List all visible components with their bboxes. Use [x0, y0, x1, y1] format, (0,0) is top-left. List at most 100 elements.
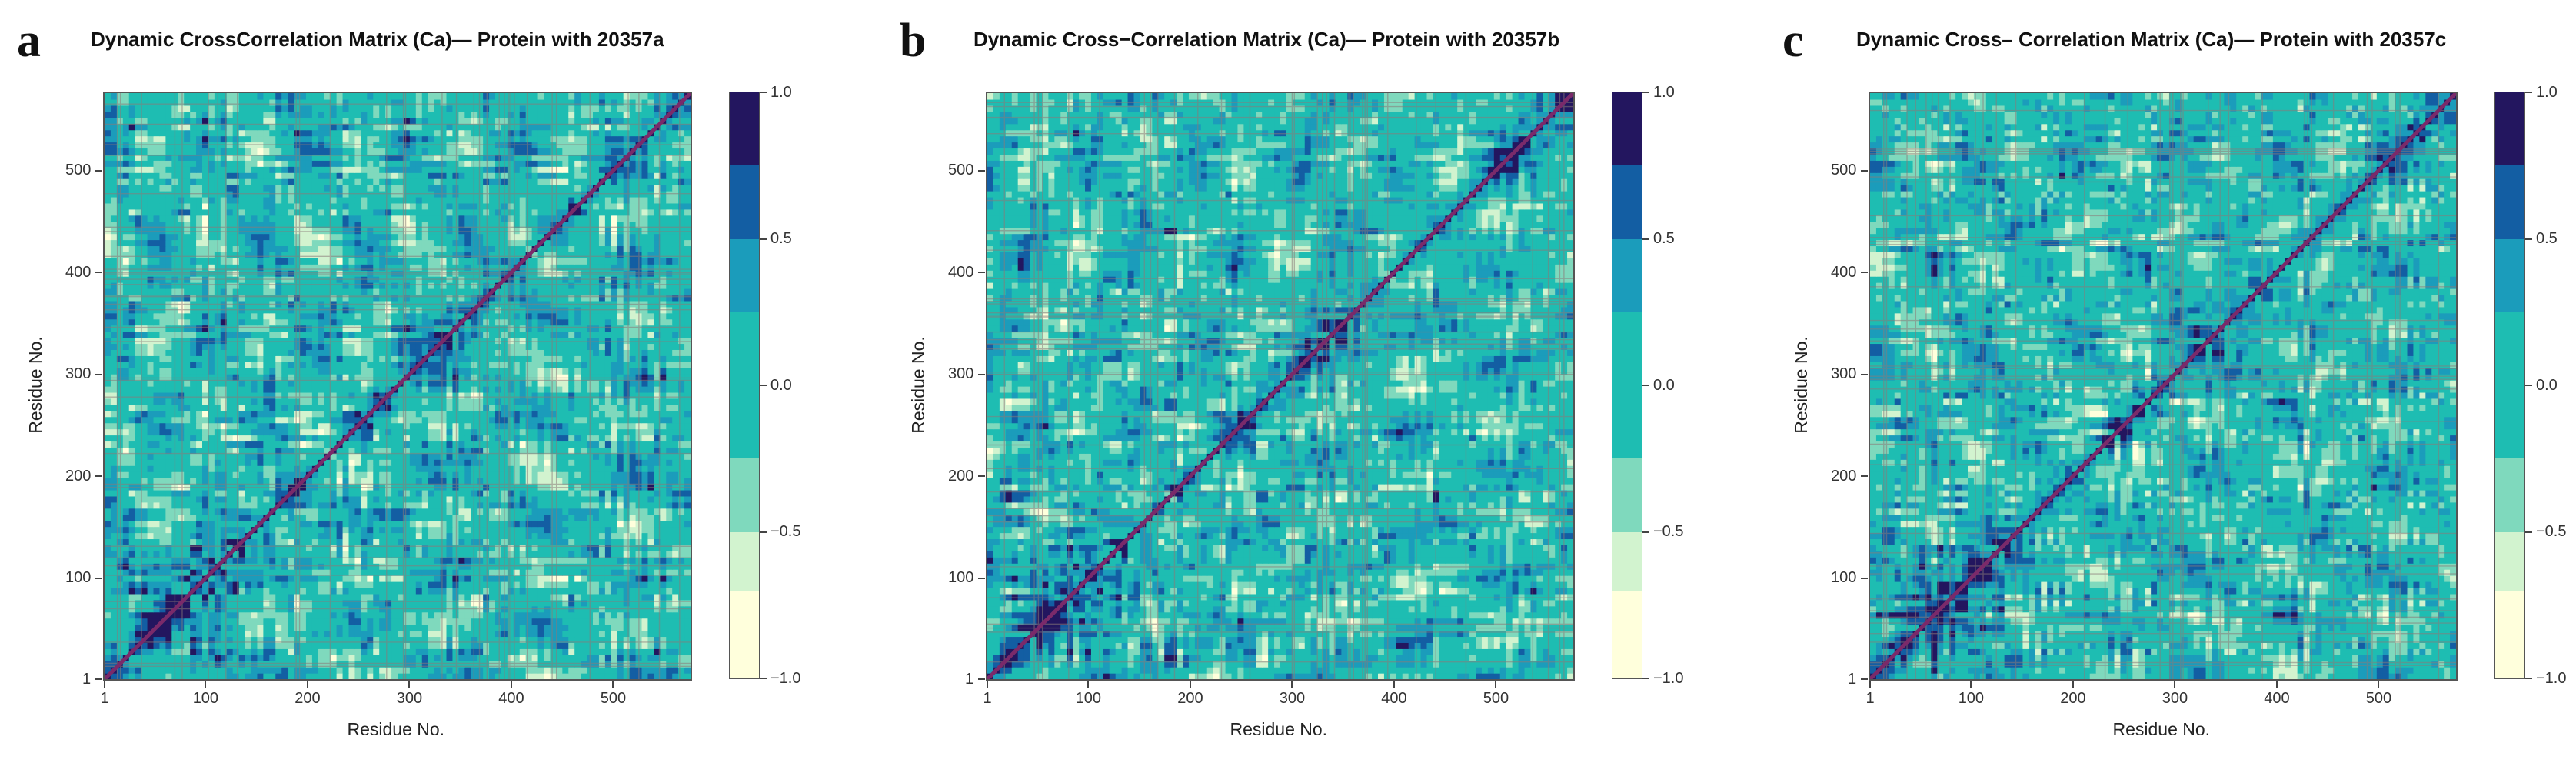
colorbar-tick-mark: [760, 385, 767, 386]
y-tick-label: 300: [948, 365, 973, 383]
colorbar-band: [1612, 590, 1642, 678]
y-tick-label: 100: [65, 569, 91, 587]
heatmap-svg: [105, 93, 691, 679]
x-tick-mark: [1291, 681, 1293, 688]
x-tick-mark: [2275, 681, 2278, 688]
x-tick-mark: [205, 681, 207, 688]
x-tick-label: 1: [983, 690, 992, 708]
x-tick-mark: [1189, 681, 1191, 688]
colorbar-tick-label: −0.5: [2536, 523, 2566, 541]
y-tick-label: 300: [1831, 365, 1856, 383]
x-tick-label: 400: [1381, 690, 1406, 708]
y-tick-mark: [978, 577, 985, 579]
colorbar-tick-label: −1.0: [2536, 670, 2566, 688]
x-tick-label: 500: [2366, 690, 2391, 708]
panel-c: c Dynamic Cross– Correlation Matrix (Ca)…: [1766, 0, 2576, 763]
x-tick-label: 400: [2264, 690, 2289, 708]
colorbar-tick-mark: [760, 531, 767, 533]
x-tick-mark: [1087, 681, 1090, 688]
panel-letter: c: [1782, 14, 1804, 68]
heatmap-area: [103, 92, 692, 681]
y-tick-mark: [978, 373, 985, 375]
colorbar-tick-mark: [1642, 92, 1649, 93]
x-tick-mark: [104, 681, 105, 688]
y-tick-label: 300: [65, 365, 91, 383]
colorbar-band: [1612, 312, 1642, 459]
colorbar-band: [2495, 531, 2524, 591]
y-tick-label: 1: [1848, 671, 1856, 688]
x-axis-label: Residue No.: [1230, 719, 1328, 740]
y-tick-mark: [978, 272, 985, 274]
colorbar-tick-mark: [760, 238, 767, 240]
y-tick-mark: [1861, 373, 1868, 375]
chart-title: Dynamic CrossCorrelation Matrix (Ca)— Pr…: [91, 28, 814, 52]
colorbar-tick-mark: [2525, 238, 2532, 240]
x-tick-mark: [2072, 681, 2074, 688]
x-tick-label: 200: [2060, 690, 2085, 708]
colorbar-band: [2495, 92, 2524, 166]
x-tick-label: 100: [1959, 690, 1984, 708]
chart-title: Dynamic Cross– Correlation Matrix (Ca)— …: [1856, 28, 2576, 52]
y-tick-label: 200: [1831, 468, 1856, 485]
panel-b: b Dynamic Cross−Correlation Matrix (Ca)—…: [883, 0, 1742, 763]
y-tick-label: 500: [65, 162, 91, 179]
colorbar: [729, 92, 760, 679]
y-tick-mark: [1861, 272, 1868, 274]
x-tick-mark: [1869, 681, 1871, 688]
y-tick-mark: [95, 373, 102, 375]
diagonal-line: [105, 93, 691, 679]
colorbar-tick-label: 0.5: [770, 230, 792, 248]
colorbar-tick-mark: [760, 678, 767, 679]
x-tick-label: 1: [101, 690, 109, 708]
x-tick-label: 300: [2162, 690, 2188, 708]
colorbar-tick-mark: [1642, 385, 1649, 386]
y-tick-mark: [95, 577, 102, 579]
colorbar: [2494, 92, 2525, 679]
x-axis-label: Residue No.: [348, 719, 445, 740]
y-tick-label: 200: [948, 468, 973, 485]
colorbar-tick-mark: [760, 92, 767, 93]
x-tick-label: 100: [1076, 690, 1101, 708]
colorbar-tick-label: 0.0: [770, 377, 792, 395]
colorbar: [1612, 92, 1642, 679]
colorbar-band: [730, 458, 759, 532]
colorbar-band: [2495, 238, 2524, 312]
colorbar-tick-label: 0.0: [2536, 377, 2558, 395]
y-tick-mark: [1861, 577, 1868, 579]
x-tick-label: 100: [193, 690, 218, 708]
y-tick-mark: [978, 169, 985, 172]
y-tick-label: 1: [965, 671, 973, 688]
panel-letter: a: [17, 14, 41, 68]
x-tick-mark: [510, 681, 512, 688]
colorbar-tick-label: −0.5: [1653, 523, 1683, 541]
colorbar-band: [730, 312, 759, 459]
colorbar-band: [2495, 312, 2524, 459]
colorbar-band: [730, 165, 759, 239]
colorbar-tick-label: 0.0: [1653, 377, 1675, 395]
y-tick-label: 200: [65, 468, 91, 485]
colorbar-band: [730, 590, 759, 678]
colorbar-tick-label: 0.5: [2536, 230, 2558, 248]
colorbar-tick-label: −1.0: [1653, 670, 1683, 688]
x-tick-mark: [987, 681, 988, 688]
x-axis-label: Residue No.: [2113, 719, 2211, 740]
colorbar-band: [1612, 92, 1642, 166]
colorbar-tick-mark: [1642, 531, 1649, 533]
x-tick-mark: [1495, 681, 1497, 688]
colorbar-band: [1612, 165, 1642, 239]
y-tick-mark: [1861, 678, 1868, 680]
y-tick-label: 100: [948, 569, 973, 587]
x-tick-label: 500: [1483, 690, 1509, 708]
y-tick-label: 1: [82, 671, 91, 688]
colorbar-band: [730, 531, 759, 591]
y-tick-mark: [1861, 169, 1868, 172]
x-tick-mark: [408, 681, 411, 688]
diagonal-line: [987, 93, 1573, 679]
colorbar-tick-mark: [2525, 678, 2532, 679]
colorbar-tick-label: 1.0: [2536, 84, 2558, 102]
x-tick-label: 200: [295, 690, 320, 708]
y-tick-mark: [1861, 475, 1868, 478]
x-tick-mark: [2174, 681, 2176, 688]
colorbar-band: [2495, 458, 2524, 532]
contour-lines: [1870, 93, 2456, 679]
